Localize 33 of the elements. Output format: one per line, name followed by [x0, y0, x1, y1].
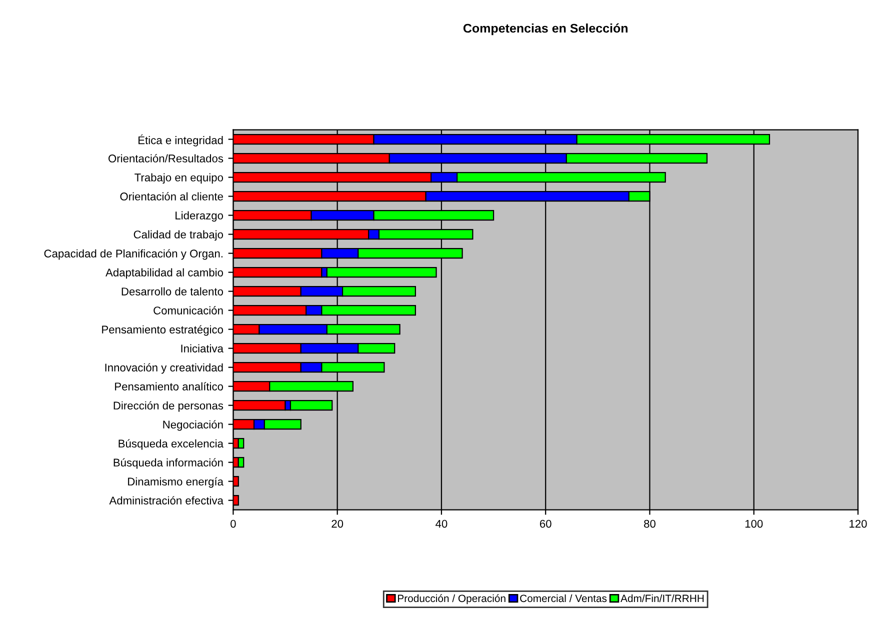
- y-tick-label: Adaptabilidad al cambio: [106, 268, 224, 279]
- x-tick-label: 40: [436, 520, 448, 528]
- y-tick-label: Administración efectiva: [109, 496, 224, 504]
- y-tick-label: Innovación y creatividad: [105, 363, 223, 374]
- y-tick-label: Trabajo en equipo: [134, 173, 224, 184]
- y-tick-label: Iniciativa: [181, 344, 224, 352]
- x-tick-label: 0: [230, 520, 236, 528]
- y-tick-label: Búsqueda excelencia: [118, 439, 224, 450]
- y-tick-label: Pensamiento analítico: [115, 382, 224, 390]
- y-tick-label: Capacidad de Planificación y Organ.: [44, 249, 222, 260]
- legend-label: Adm/Fin/IT/RRHH: [620, 594, 704, 602]
- y-tick-label: Comunicación: [154, 306, 223, 314]
- chart-title: Competencias en Selección: [463, 23, 628, 36]
- y-tick-label: Dirección de personas: [114, 401, 224, 412]
- y-tick-label: Desarrollo de talento: [122, 287, 224, 296]
- y-tick-label: Búsqueda información: [114, 458, 223, 469]
- x-tick-label: 80: [644, 520, 656, 528]
- y-tick-label: Negociación: [163, 420, 223, 431]
- legend-label: Producción / Operación: [398, 594, 506, 604]
- bar: [238, 438, 244, 449]
- x-tick-label: 60: [540, 520, 552, 528]
- y-tick-label: Calidad de trabajo: [134, 230, 224, 241]
- x-tick-label: 120: [850, 520, 867, 528]
- x-tick-label: 100: [745, 520, 763, 528]
- y-tick-label: Orientación/Resultados: [108, 154, 224, 162]
- x-tick-label: 20: [332, 520, 344, 528]
- y-tick-label: Liderazgo: [176, 211, 224, 222]
- legend-label: Comercial / Ventas: [520, 594, 607, 602]
- y-tick-label: Orientación al cliente: [120, 192, 223, 200]
- y-tick-label: Ética e integridad: [138, 134, 223, 146]
- y-tick-label: Pensamiento estratégico: [102, 325, 224, 336]
- bar: [238, 457, 244, 468]
- y-tick-label: Dinamismo energía: [128, 477, 224, 488]
